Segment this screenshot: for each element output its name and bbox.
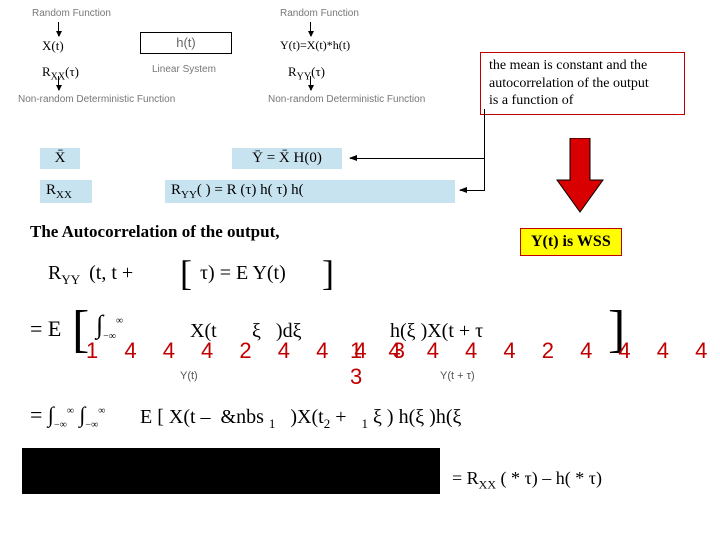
callout-line1: the mean is constant and the [489, 57, 676, 75]
hl-xbar: X̄ [40, 148, 80, 169]
callout-mean-constant: the mean is constant and the autocorrela… [480, 52, 685, 115]
label-nonrandom-left: Non-random Deterministic Function [18, 94, 175, 105]
label-random-right: Random Function [280, 8, 359, 19]
eq-dbl-exp: E [ X(t – &nbs 1 )X(t2 + 1 ξ ) h(ξ )h(ξ [140, 406, 461, 432]
hl-rxx: RXX [40, 180, 92, 203]
section-title: The Autocorrelation of the output, [30, 222, 280, 242]
label-ht: h(t) [176, 35, 196, 50]
label-ryy: RYY(τ) [288, 64, 325, 83]
arrow-down-1 [58, 22, 59, 36]
block-ht: h(t) [140, 32, 232, 54]
hl-ybar: Ȳ = X̄ H(0) [232, 148, 342, 169]
arrow-down-4 [310, 76, 311, 90]
eq-ryy-tt: RYY (t, t + [48, 262, 133, 288]
callout-line3: is a function of [489, 92, 676, 110]
label-linear-system: Linear System [152, 64, 216, 75]
result-equation: = RXX ( * τ) – h( * τ) [452, 468, 602, 493]
eq-E-open: = E [30, 316, 61, 342]
label-yt: Y(t)=X(t)*h(t) [280, 38, 350, 53]
sublabel-yt: Y(t) [180, 370, 198, 382]
arrow-to-ryy [460, 190, 485, 191]
label-xt: X(t) [42, 38, 64, 54]
sublabel-ytau: Y(t + τ) [440, 370, 475, 382]
callout-line2: autocorrelation of the output [489, 75, 676, 93]
arrow-vseg [484, 109, 485, 191]
arrow-down-3 [310, 22, 311, 36]
arrow-down-2 [58, 76, 59, 90]
bracket-r1: ] [322, 252, 334, 294]
label-random-left: Random Function [32, 8, 111, 19]
system-diagram: Random Function Random Function X(t) RXX… [20, 8, 450, 138]
yellow-wss-box: Y(t) is WSS [520, 228, 622, 256]
black-redaction-bar [22, 448, 440, 494]
red-numbers-right: 1 4 4 4 4 2 4 4 4 4 3 [350, 338, 720, 390]
hl-ryy-eq: RYY( ) = R (τ) h( τ) h( [165, 180, 455, 203]
label-nonrandom-right: Non-random Deterministic Function [268, 94, 425, 105]
big-red-arrow-icon [555, 138, 605, 214]
eq-ryy-rhs: τ) = E Y(t) [200, 262, 286, 285]
label-rxx: RXX(τ) [42, 64, 79, 83]
bracket-l1: [ [180, 252, 192, 294]
arrow-to-ybar [350, 158, 485, 159]
eq-dbl-int: = ∫−∞∞ ∫−∞∞ [30, 402, 105, 430]
